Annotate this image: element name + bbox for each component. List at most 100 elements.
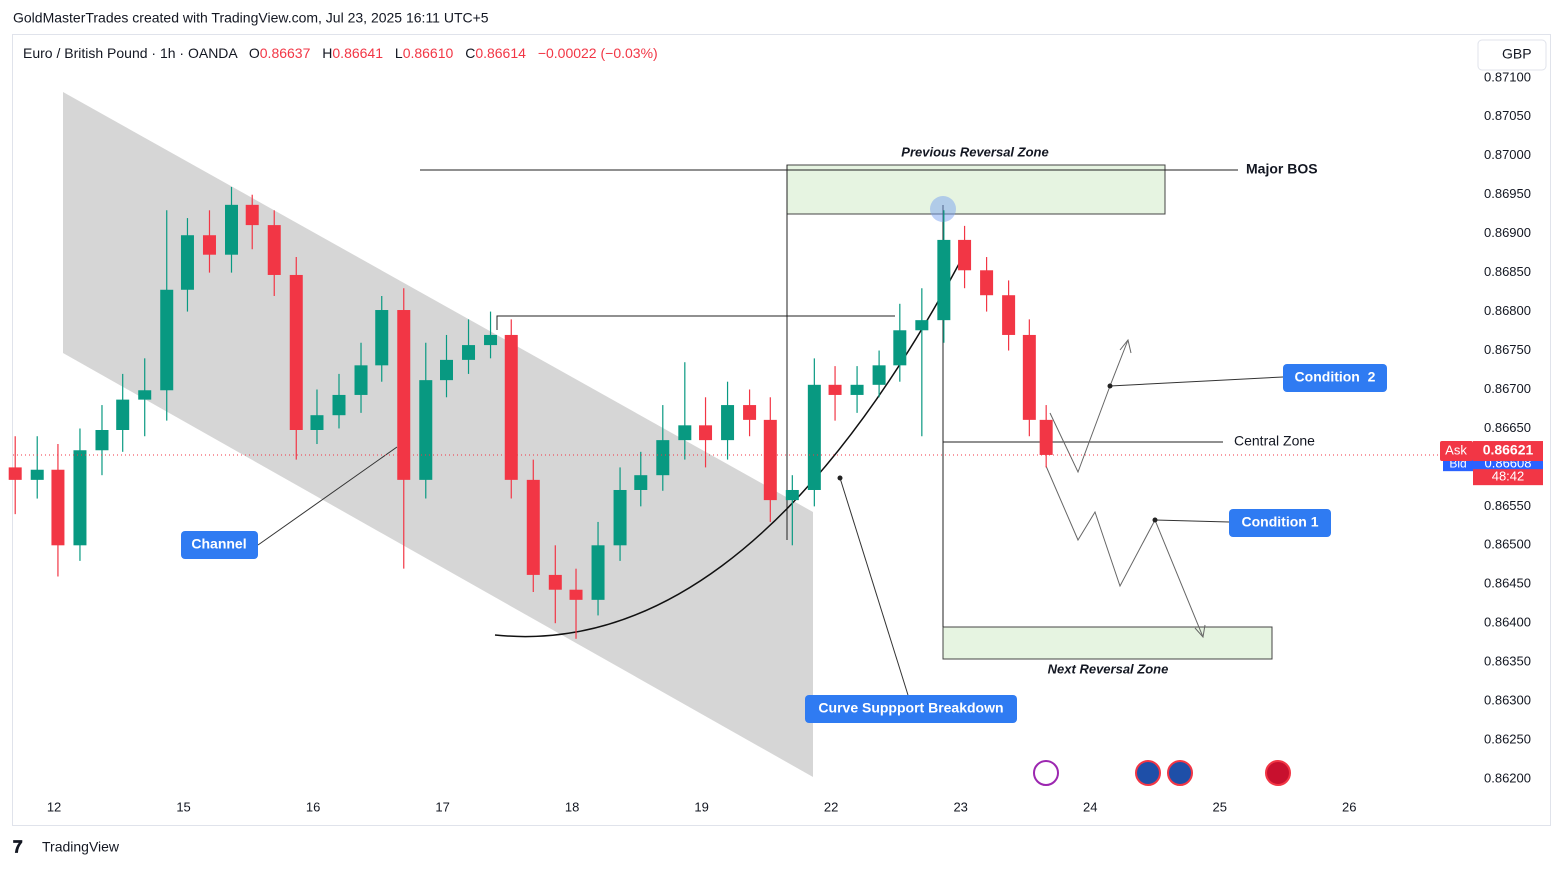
y-tick-label: 0.86850 — [1484, 264, 1531, 279]
leader — [257, 446, 398, 546]
x-tick-label: 26 — [1342, 799, 1356, 814]
event-icon[interactable] — [1033, 760, 1059, 786]
arrowhead — [1194, 624, 1206, 639]
candle-body — [893, 330, 907, 366]
y-tick-label: 0.86900 — [1484, 225, 1531, 240]
leader-dot — [1152, 517, 1158, 523]
candle-body — [116, 399, 130, 430]
candle-body — [8, 467, 22, 480]
x-tick-label: 22 — [824, 799, 838, 814]
candle-body — [354, 365, 368, 395]
candle-body — [51, 469, 65, 546]
event-icon[interactable] — [1135, 760, 1161, 786]
event-icon[interactable] — [1167, 760, 1193, 786]
high: 0.86641 — [332, 45, 383, 61]
candle-body — [721, 405, 735, 441]
candle-body — [958, 239, 972, 271]
central-label: Central Zone — [1234, 433, 1315, 449]
x-tick-label: 23 — [953, 799, 967, 814]
candle-body — [828, 384, 842, 395]
candle-body — [656, 440, 670, 476]
y-tick-label: 0.86700 — [1484, 381, 1531, 396]
candle-body — [699, 425, 713, 441]
candle-body — [937, 239, 951, 321]
ask-value: 0.86621 — [1483, 442, 1534, 458]
x-tick-label: 19 — [694, 799, 708, 814]
tag-label: Condition 1 — [1242, 514, 1319, 530]
candle-body — [462, 345, 476, 360]
credit: GoldMasterTrades created with TradingVie… — [13, 10, 489, 26]
tag-label: Channel — [191, 536, 246, 552]
y-tick-label: 0.87100 — [1484, 69, 1531, 84]
candle-body — [1002, 295, 1016, 335]
bos-label: Major BOS — [1246, 161, 1318, 177]
candle-body — [678, 425, 692, 441]
currency-button[interactable] — [1477, 39, 1547, 71]
x-tick-label: 25 — [1212, 799, 1226, 814]
ask-value-box — [1473, 441, 1543, 462]
tag-label: Curve Suppport Breakdown — [818, 700, 1003, 716]
candle-body — [763, 419, 777, 501]
candle-body — [915, 320, 929, 331]
ask-label: Ask — [1445, 442, 1467, 457]
leader-dot — [837, 475, 843, 481]
brand: TradingView — [42, 839, 120, 855]
y-tick-label: 0.86200 — [1484, 770, 1531, 785]
candle-body — [202, 235, 216, 255]
y-tick-label: 0.86950 — [1484, 186, 1531, 201]
y-tick-label: 0.86450 — [1484, 576, 1531, 591]
open-label: O — [249, 45, 260, 61]
arrowhead — [1119, 338, 1132, 354]
event-icon[interactable] — [1265, 760, 1291, 786]
y-tick-label: 0.86550 — [1484, 498, 1531, 513]
channel-shape — [63, 92, 813, 777]
candle-body — [548, 574, 562, 590]
y-tick-label: 0.86350 — [1484, 654, 1531, 669]
x-tick-label: 12 — [47, 799, 61, 814]
x-tick-label: 17 — [435, 799, 449, 814]
peak-marker — [930, 196, 956, 222]
candle-body — [332, 394, 346, 416]
candle-body — [1022, 334, 1036, 420]
candle-body — [850, 384, 864, 395]
candle-body — [73, 450, 87, 546]
swing-line — [496, 315, 895, 330]
ask-tag — [1440, 441, 1473, 462]
low-label: L — [395, 45, 403, 61]
candle-body — [591, 545, 605, 600]
countdown-box — [1473, 469, 1543, 486]
candle-body — [397, 310, 411, 480]
path-down — [1045, 465, 1204, 638]
chart-frame — [12, 34, 1551, 826]
countdown: 48:42 — [1492, 469, 1525, 484]
candle-body — [267, 225, 281, 275]
y-tick-label: 0.86250 — [1484, 732, 1531, 747]
leader — [1154, 519, 1230, 523]
y-tick-label: 0.86500 — [1484, 537, 1531, 552]
x-tick-label: 18 — [565, 799, 579, 814]
candle-body — [419, 380, 433, 480]
close: 0.86614 — [475, 45, 526, 61]
close-label: C — [465, 45, 475, 61]
candle-body — [504, 334, 518, 480]
candle-body — [289, 274, 303, 430]
y-tick-label: 0.86300 — [1484, 693, 1531, 708]
change: −0.00022 (−0.03%) — [538, 45, 658, 61]
x-tick-label: 15 — [176, 799, 190, 814]
previous-zone-box — [786, 164, 1166, 215]
support-curve — [494, 261, 961, 638]
candle-body — [138, 390, 152, 400]
candle-body — [613, 489, 627, 546]
candle-body — [224, 204, 238, 255]
y-tick-label: 0.86750 — [1484, 342, 1531, 357]
drawings: Previous Reversal Zone Next Reversal Zon… — [63, 92, 1387, 786]
candle-body — [160, 289, 174, 391]
candle-body — [1039, 419, 1053, 455]
y-tick-label: 0.86800 — [1484, 303, 1531, 318]
candle-body — [980, 270, 994, 296]
candle-body — [743, 405, 757, 420]
candle-body — [484, 334, 498, 346]
zone-label: Previous Reversal Zone — [901, 144, 1048, 159]
currency: GBP — [1502, 46, 1532, 62]
